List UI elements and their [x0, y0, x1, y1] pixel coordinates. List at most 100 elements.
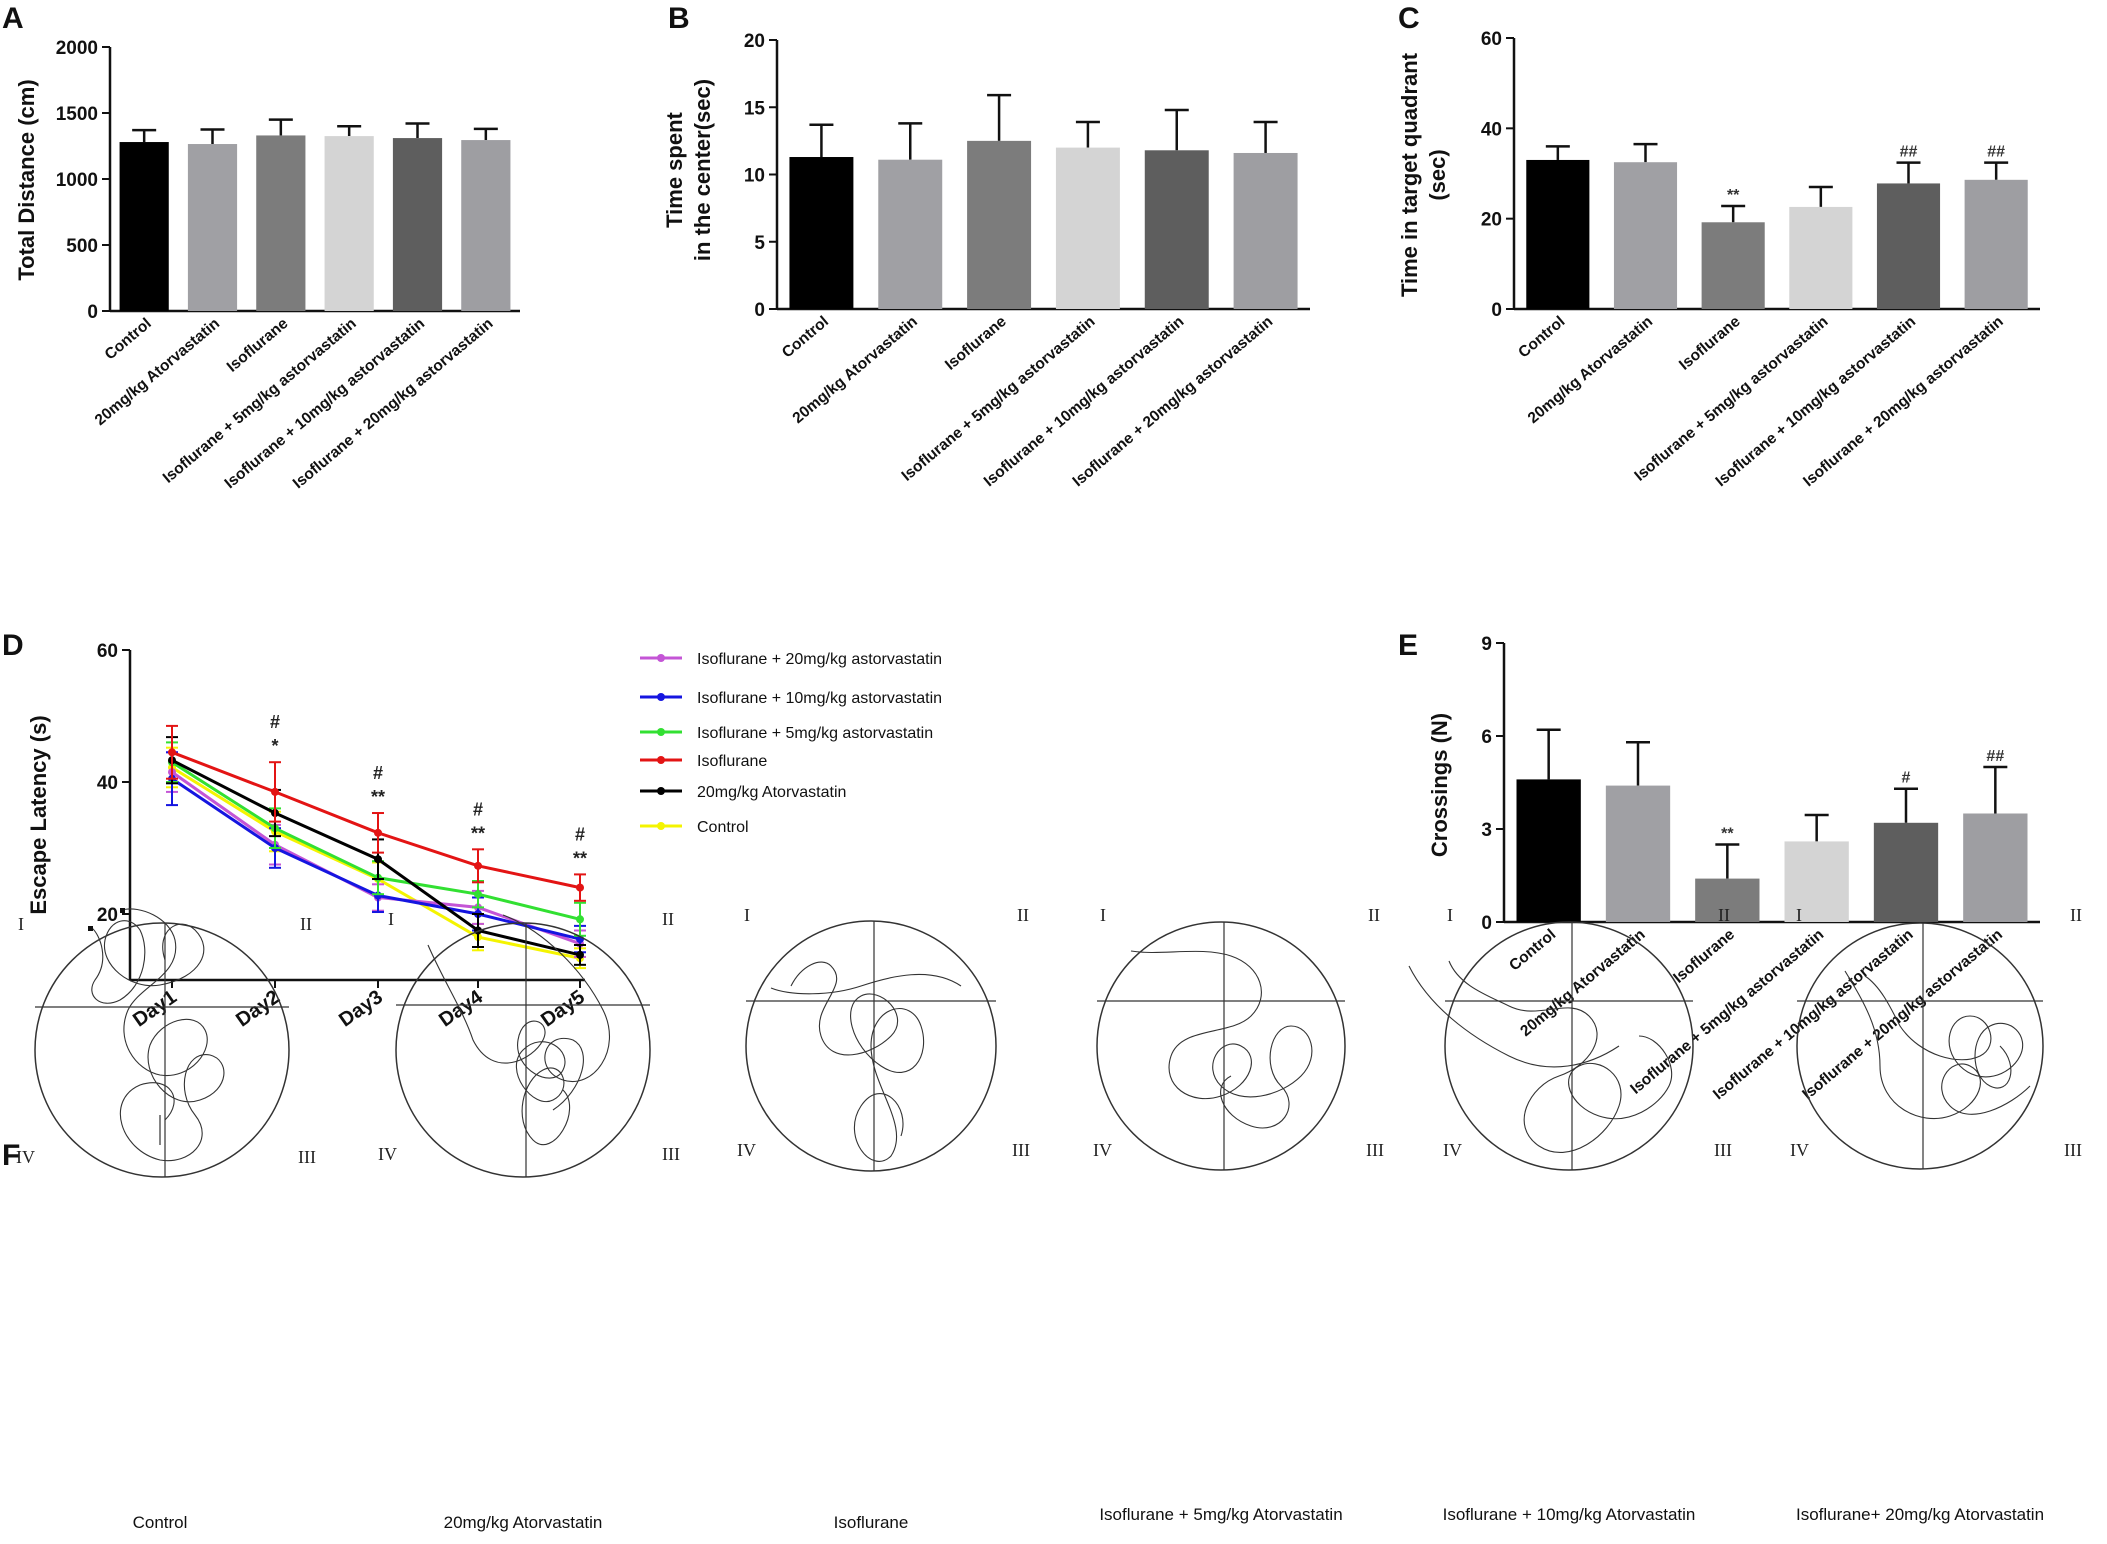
panel-a-total-distance-chart: 0 500 1000 1500 2000 Total Distance (cm) Contr…: [14, 38, 520, 492]
y-axis-label: Time in target quadrant: [1397, 52, 1422, 297]
bar: [1789, 206, 1853, 309]
category-label: Isoflurane + 20mg/kg astorvastatin: [1799, 926, 2006, 1103]
y-tick-label: 6: [1481, 727, 1492, 748]
legend-label: 20mg/kg Atorvastatin: [697, 784, 846, 801]
quadrant-label: I: [1796, 905, 1802, 925]
data-point: [576, 950, 584, 959]
significance-hash: #: [373, 763, 383, 783]
track-caption: Isoflurane + 5mg/kg Atorvastatin: [1099, 1505, 1342, 1524]
legend-label: Isoflurane + 5mg/kg astorvastatin: [697, 725, 933, 742]
y-axis-label: Escape Latency (s): [26, 715, 51, 914]
category-label: Isoflurane: [1670, 926, 1738, 987]
track-caption: Isoflurane: [834, 1513, 909, 1532]
quadrant-label-ii: II: [300, 914, 312, 934]
quadrant-label: IV: [1093, 1140, 1112, 1160]
y-tick-label: 0: [1481, 913, 1492, 934]
swim-path: [1408, 960, 1673, 1153]
quadrant-label: I: [1100, 905, 1106, 925]
legend-marker: [657, 787, 665, 795]
data-point: [474, 890, 482, 899]
legend-marker: [657, 822, 665, 830]
start-marker: [88, 926, 93, 931]
y-tick-label: 40: [97, 773, 118, 794]
quadrant-label: I: [388, 909, 394, 929]
quadrant-label: III: [2064, 1140, 2082, 1160]
track-caption: Control: [133, 1513, 188, 1532]
quadrant-label: II: [1017, 905, 1029, 925]
swim-path: [1130, 950, 1313, 1129]
panel-letter-b: B: [668, 2, 690, 35]
bar: [1695, 878, 1760, 922]
y-axis-label: (sec): [1425, 149, 1450, 200]
category-label: Control: [1515, 313, 1568, 361]
category-label: Control: [1506, 926, 1559, 974]
bar: [1963, 813, 2028, 922]
y-tick-label: 0: [87, 302, 98, 323]
x-tick-label: Day4: [435, 986, 488, 1032]
panel-c-target-quadrant-chart: 0 20 40 60 Time in target quadrant (sec) Contr…: [1397, 29, 2040, 490]
legend-label: Control: [697, 819, 749, 836]
y-tick-label: 9: [1481, 634, 1492, 655]
significance-mark: ##: [1987, 144, 2005, 161]
swim-path: [770, 961, 962, 1162]
significance-star: **: [471, 823, 485, 843]
pool-circle: [395, 922, 651, 1178]
track-caption: Isoflurane + 10mg/kg Atorvastatin: [1443, 1505, 1696, 1524]
y-tick-label: 60: [1481, 29, 1502, 50]
y-tick-label: 20: [1481, 210, 1502, 231]
quadrant-label: III: [1714, 1140, 1732, 1160]
quadrant-label: III: [662, 1144, 680, 1164]
y-tick-label: 2000: [56, 38, 98, 59]
pool-circle: [34, 922, 290, 1178]
panel-letter-c: C: [1398, 2, 1420, 35]
significance-mark: #: [1902, 770, 1911, 787]
significance-hash: #: [575, 824, 585, 844]
swim-path: [91, 920, 205, 1004]
x-tick-label: Day1: [129, 986, 181, 1031]
y-tick-label: 10: [744, 166, 765, 187]
category-label: Isoflurane + 5mg/kg astorvastatin: [899, 313, 1099, 485]
quadrant-label: II: [2070, 905, 2082, 925]
y-tick-label: 1500: [56, 104, 98, 125]
data-point: [576, 883, 584, 892]
data-point: [374, 828, 382, 837]
x-tick-label: Day3: [335, 986, 387, 1031]
bar: [1613, 162, 1678, 309]
track-control: I II III IV Control: [16, 908, 316, 1532]
quadrant-label: II: [662, 909, 674, 929]
significance-star: **: [371, 787, 385, 807]
y-tick-label: 5: [754, 233, 765, 254]
y-tick-label: 20: [744, 31, 765, 52]
significance-mark: ##: [1986, 748, 2004, 765]
category-label: Isoflurane + 5mg/kg astorvastatin: [1627, 926, 1827, 1098]
bar: [1873, 822, 1939, 922]
panel-letter-d: D: [2, 629, 24, 662]
bar: [1701, 222, 1765, 309]
quadrant-label-i: I: [18, 914, 24, 934]
data-point: [474, 861, 482, 870]
quadrant-label-iii: III: [298, 1147, 316, 1167]
pool-circle: [1796, 922, 2044, 1170]
y-tick-label: 0: [754, 300, 765, 321]
category-label: 20mg/kg Atorvastatin: [92, 315, 223, 429]
category-label: Isoflurane + 10mg/kg astorvastatin: [981, 313, 1188, 490]
bar: [1784, 841, 1849, 922]
data-point: [271, 787, 279, 796]
bar: [1876, 183, 1941, 309]
bar: [1964, 179, 2028, 309]
track-caption: 20mg/kg Atorvastatin: [444, 1513, 603, 1532]
legend-label: Isoflurane + 10mg/kg astorvastatin: [697, 690, 942, 707]
category-label: Isoflurane + 5mg/kg astorvastatin: [1631, 313, 1831, 485]
y-tick-label: 40: [1481, 119, 1502, 140]
significance-hash: #: [473, 799, 483, 819]
y-tick-label: 3: [1481, 820, 1492, 841]
swim-path: [1844, 970, 2031, 1120]
x-tick-label: Day5: [537, 986, 589, 1031]
y-tick-label: 20: [97, 905, 118, 926]
category-label: Isoflurane: [224, 315, 292, 376]
legend-label: Isoflurane: [697, 753, 767, 770]
